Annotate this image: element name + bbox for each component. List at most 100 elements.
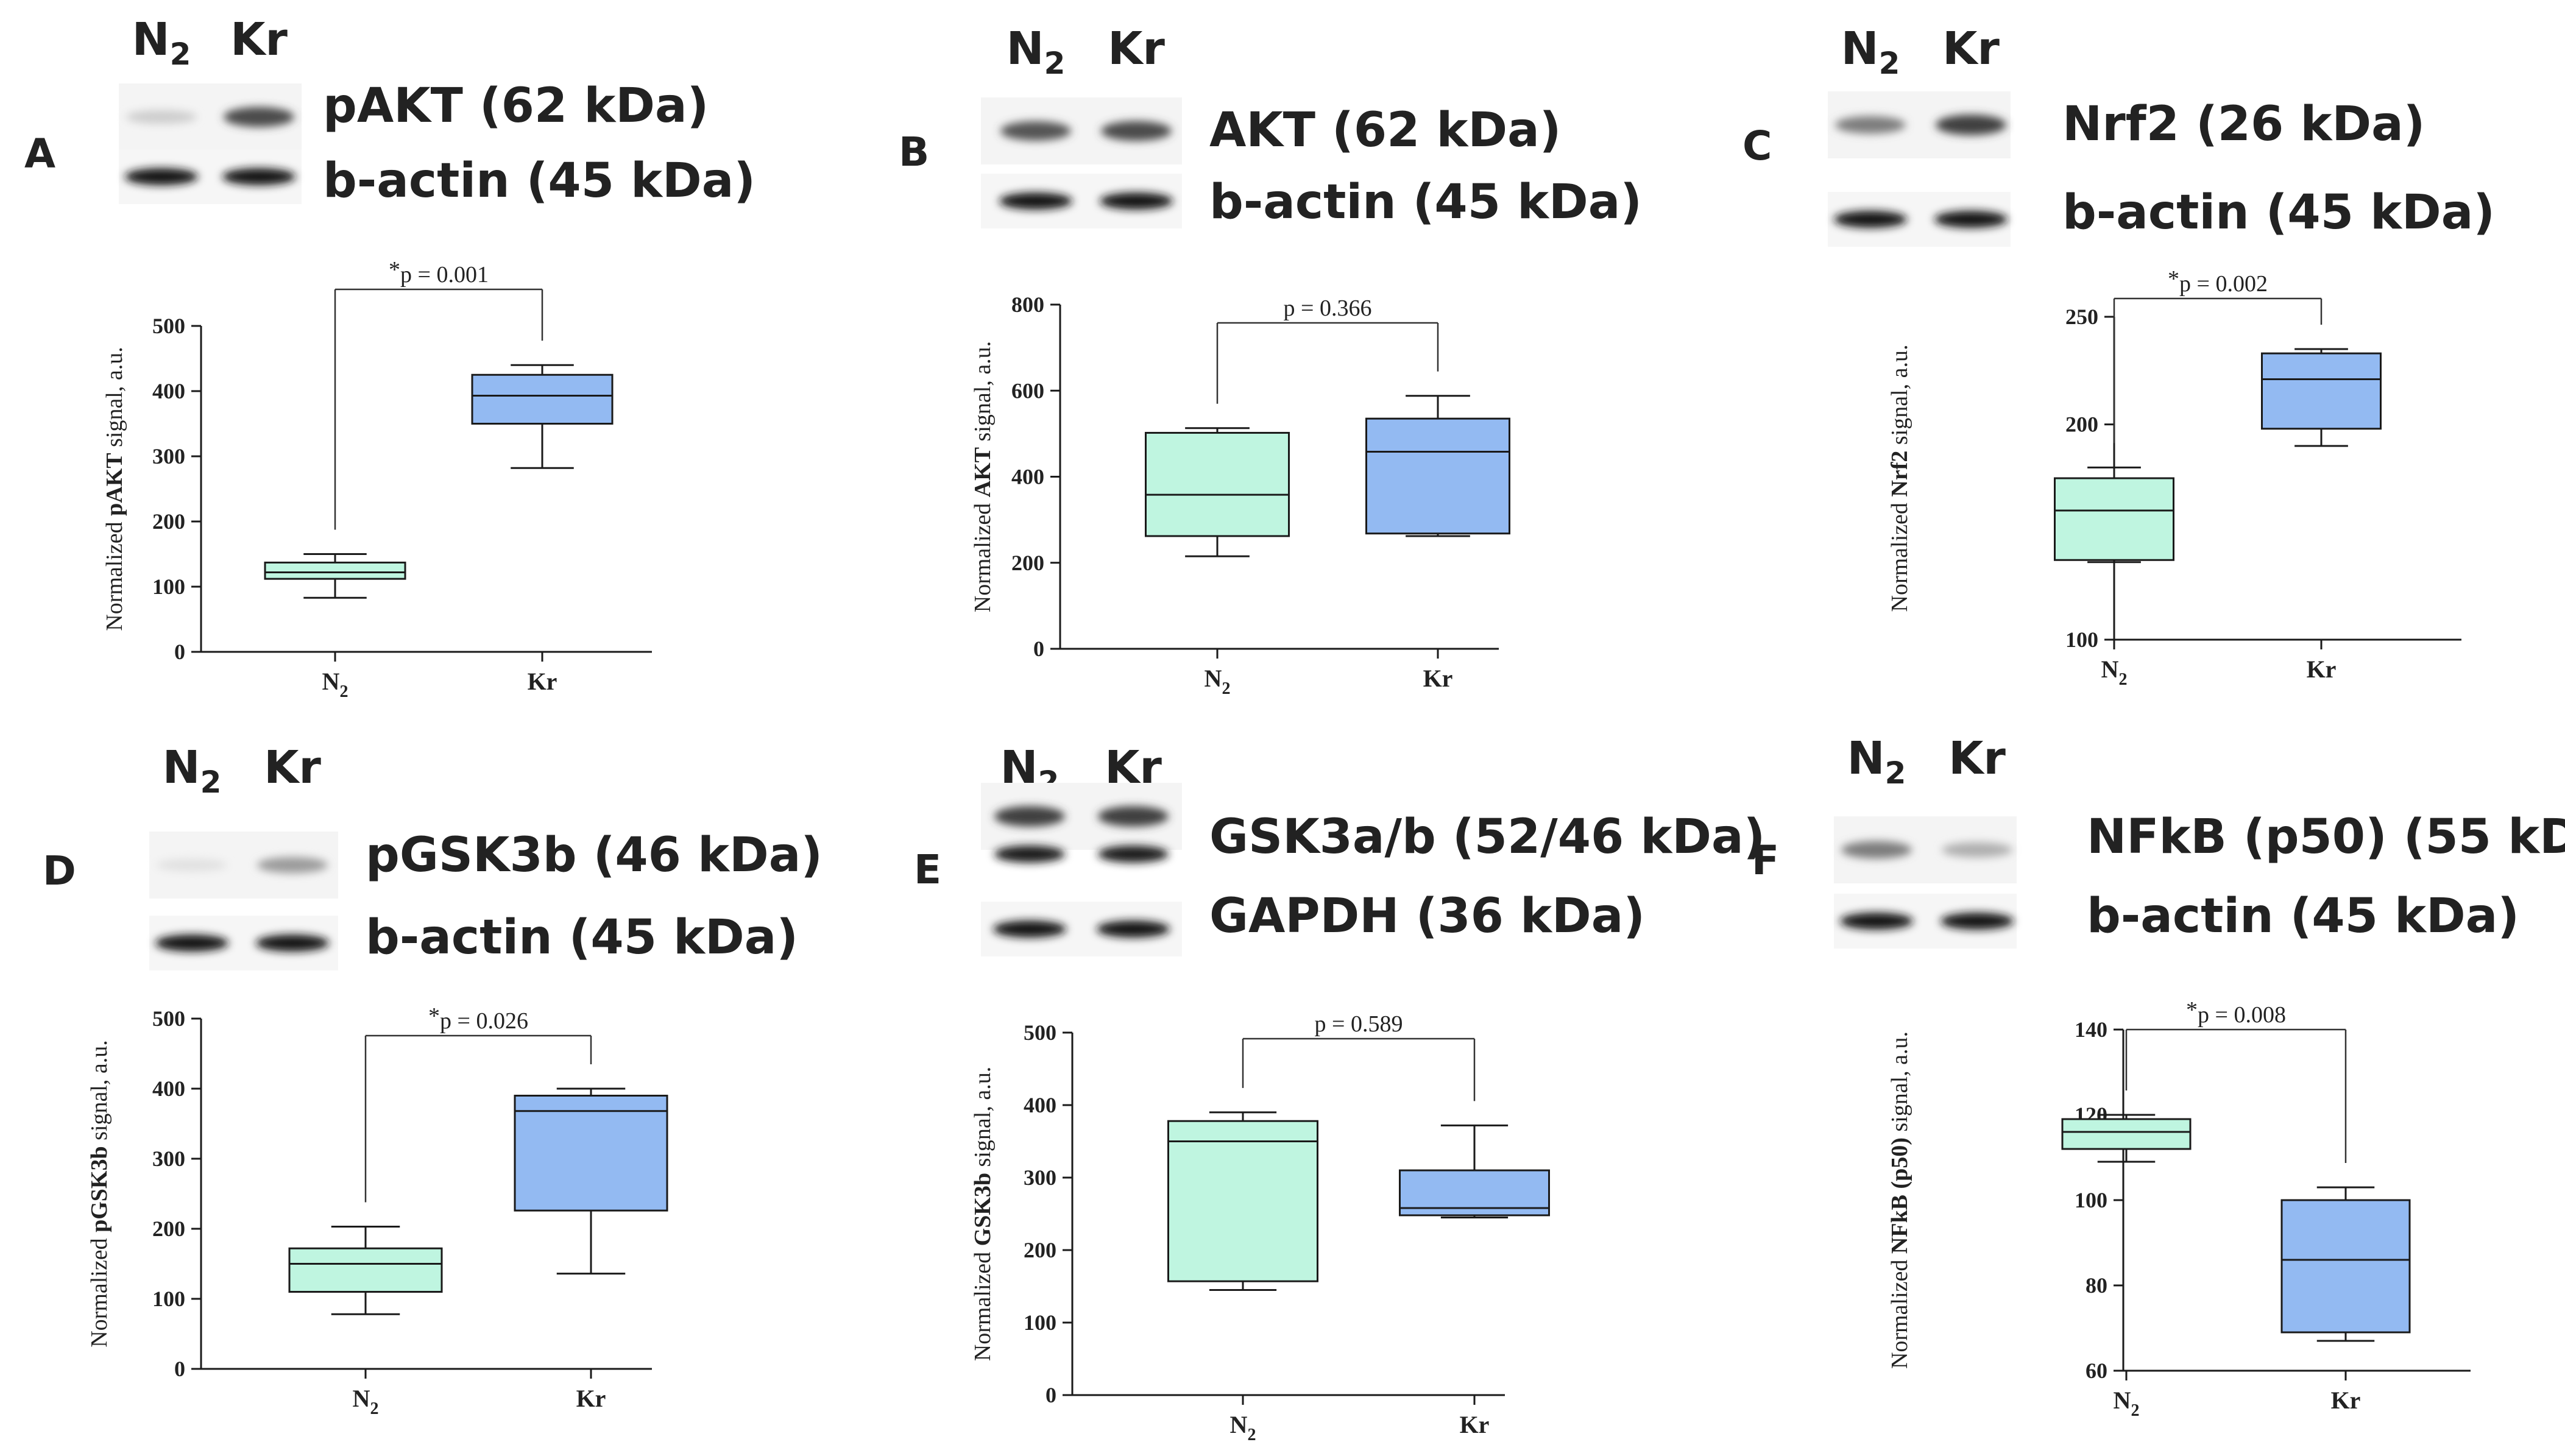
box-kr: [471, 364, 614, 469]
lane-label-n2: N2: [1007, 23, 1066, 81]
lane-label-n2: N2: [163, 741, 222, 800]
western-blot: [1834, 816, 2017, 949]
y-tick-label: 0: [174, 640, 185, 664]
box-n2: [2061, 1114, 2192, 1163]
y-tick-label: 400: [1024, 1093, 1056, 1117]
y-tick-label: 200: [152, 1217, 185, 1241]
box-iqr: [514, 1095, 668, 1212]
y-axis-label-protein: pGSK3b: [87, 1146, 112, 1232]
box-iqr: [1167, 1120, 1318, 1282]
blot-band-loading-control: [1100, 193, 1173, 210]
panel-d: D N2 Kr pGSK3b (46 kDa) b-actin (45 kDa) 0 100…: [43, 741, 823, 1418]
y-axis-label: Normalized pAKT signal, a.u.: [102, 347, 127, 631]
significance-star: *: [2168, 266, 2179, 292]
y-axis-label-suffix: signal, a.u.: [1887, 345, 1912, 451]
y-axis-label-suffix: signal, a.u.: [87, 1040, 112, 1146]
y-tick-label: 60: [2086, 1359, 2107, 1383]
blot-band-loading-control: [256, 935, 329, 952]
y-tick-label: 0: [174, 1357, 185, 1381]
x-tick-label-n2: N2: [2101, 656, 2128, 689]
y-tick-label: 400: [152, 379, 185, 403]
box-iqr: [1365, 417, 1510, 535]
y-axis-label-prefix: Normalized: [102, 516, 127, 631]
y-axis-label: Normalized GSK3b signal, a.u.: [970, 1067, 996, 1361]
x-tick-label-n2: N2: [2114, 1387, 2140, 1420]
significance-bracket: *p = 0.026: [364, 1003, 592, 1203]
box-iqr: [1145, 431, 1290, 537]
significance-bracket: *p = 0.002: [2113, 266, 2323, 444]
box-kr: [1399, 1124, 1550, 1218]
p-value-label: *p = 0.026: [428, 1003, 528, 1034]
y-tick-label: 500: [152, 1006, 185, 1031]
blot-band-loading-control: [222, 168, 295, 185]
panel-b: B N2 Kr AKT (62 kDa) b-actin (45 kDa) 0 200 400…: [899, 23, 1642, 698]
lane-label-kr: Kr: [264, 741, 321, 794]
x-tick-label-kr: Kr: [1460, 1411, 1490, 1438]
blot-label-loading-control: b-actin (45 kDa): [1209, 175, 1642, 230]
lane-label-subscript: 2: [200, 765, 222, 800]
box-plot: 0 100 200 300 400 500 N2 Kr *p = 0.026 Normalized…: [87, 1003, 668, 1418]
significance-star: *: [428, 1003, 440, 1029]
blot-band-top: [1841, 841, 1912, 859]
box-n2: [1145, 427, 1290, 557]
y-axis-label-prefix: Normalized: [970, 1246, 996, 1361]
western-blot: [149, 832, 338, 970]
y-axis-label-protein: NFkB (p50): [1887, 1137, 1912, 1254]
y-tick-label: 400: [1011, 465, 1044, 489]
p-value-text: p = 0.002: [2179, 271, 2268, 297]
y-tick-label: 100: [2075, 1188, 2107, 1212]
box-n2: [2054, 466, 2174, 564]
box-n2: [264, 553, 406, 599]
box-kr: [2261, 348, 2382, 447]
p-value-text: p = 0.008: [2198, 1002, 2286, 1028]
box-n2: [1167, 1111, 1318, 1291]
panel-letter: B: [899, 129, 929, 175]
western-blot: [981, 783, 1182, 956]
blot-band-loading-control: [125, 168, 198, 185]
y-tick-label: 0: [1045, 1383, 1056, 1407]
y-tick-label: 400: [152, 1076, 185, 1101]
x-tick-label-n2: N2: [1205, 665, 1231, 698]
blot-label-loading-control: b-actin (45 kDa): [323, 154, 755, 208]
y-tick-label: 300: [152, 444, 185, 468]
box-plot: 0 100 200 300 400 500 N2 Kr p = 0.589 Normalized …: [970, 1011, 1550, 1444]
y-axis-label-protein: GSK3b: [970, 1173, 996, 1246]
y-tick-label: 140: [2075, 1017, 2107, 1042]
blot-band-top: [1098, 806, 1169, 827]
x-tick-label-kr: Kr: [576, 1385, 606, 1412]
y-tick-label: 300: [1024, 1165, 1056, 1190]
box-kr: [514, 1087, 668, 1275]
blot-band-top: [1936, 115, 2006, 135]
panel-f: F N2 Kr NFkB (p50) (55 kDa) b-actin (45 kDa)…: [1752, 732, 2565, 1420]
y-tick-label: 80: [2086, 1273, 2107, 1298]
western-blot: [981, 97, 1182, 228]
x-tick-label-subscript: 2: [2118, 670, 2127, 689]
significance-bracket: p = 0.589: [1242, 1011, 1476, 1101]
blot-band-top: [1835, 116, 1906, 134]
lane-label-kr: Kr: [1948, 732, 2006, 785]
significance-bracket: p = 0.366: [1216, 295, 1439, 404]
y-axis-label: Normalized NFkB (p50) signal, a.u.: [1887, 1031, 1912, 1369]
y-axis-label-protein: pAKT: [102, 453, 127, 515]
blot-label-target: NFkB (p50) (55 kDa): [2087, 810, 2565, 864]
panel-letter: A: [24, 130, 55, 177]
y-axis-label: Normalized Nrf2 signal, a.u.: [1887, 345, 1912, 612]
p-value-label: *p = 0.001: [389, 257, 489, 288]
box-iqr: [471, 373, 614, 425]
box-iqr: [288, 1247, 443, 1293]
y-tick-label: 0: [1033, 637, 1044, 661]
y-axis-label-suffix: signal, a.u.: [970, 341, 996, 447]
y-tick-label: 300: [152, 1147, 185, 1171]
x-tick-label-subscript: 2: [1247, 1426, 1256, 1444]
blot-band-top: [994, 806, 1065, 827]
box-iqr: [264, 561, 406, 580]
blot-band-loading-control: [1097, 921, 1170, 938]
blot-band-top: [126, 110, 197, 124]
box-iqr: [2054, 477, 2174, 561]
panel-letter: C: [1742, 122, 1772, 169]
blot-label-loading-control: b-actin (45 kDa): [2062, 185, 2495, 240]
blot-band-second: [1098, 846, 1169, 863]
y-tick-label: 500: [152, 314, 185, 338]
